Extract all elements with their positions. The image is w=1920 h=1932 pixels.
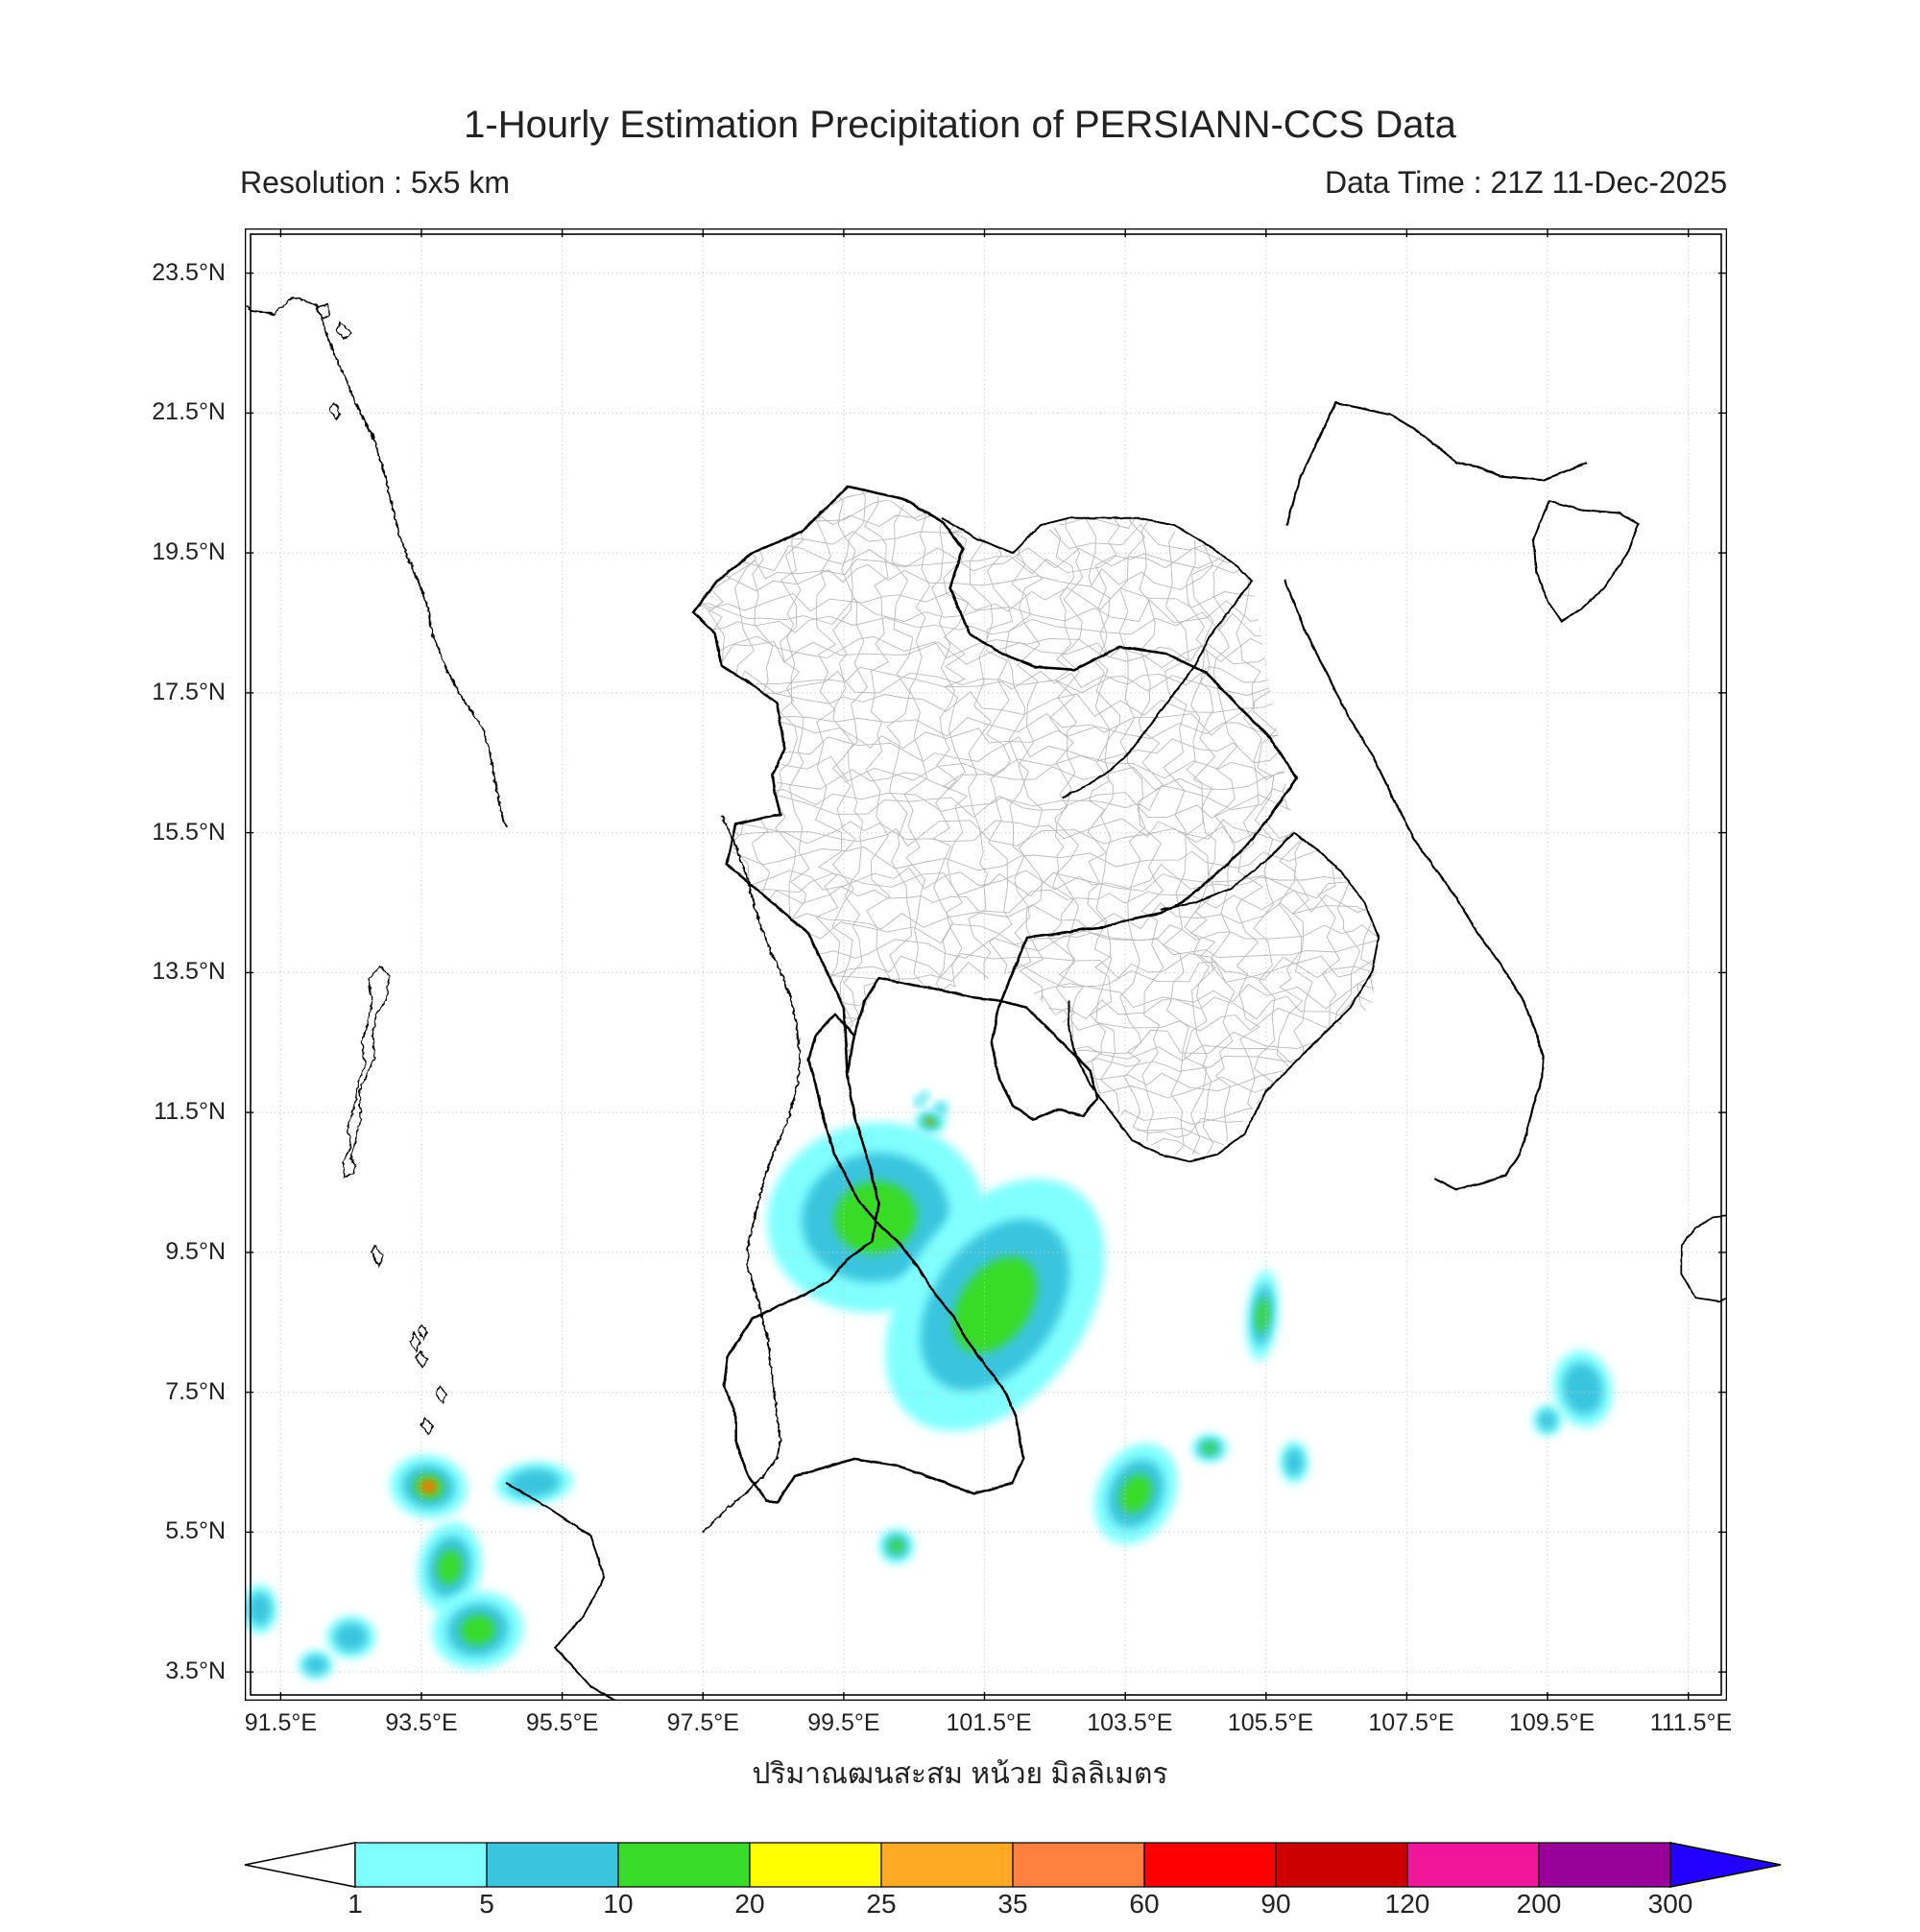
svg-text:35: 35 [997,1889,1027,1919]
svg-text:120: 120 [1385,1889,1430,1919]
svg-text:1: 1 [348,1889,363,1919]
svg-text:10: 10 [603,1889,633,1919]
svg-text:20: 20 [734,1889,764,1919]
svg-text:200: 200 [1517,1889,1562,1919]
svg-text:300: 300 [1648,1889,1693,1919]
svg-text:60: 60 [1129,1889,1159,1919]
svg-text:5: 5 [479,1889,494,1919]
svg-text:25: 25 [866,1889,896,1919]
svg-text:90: 90 [1260,1889,1290,1919]
